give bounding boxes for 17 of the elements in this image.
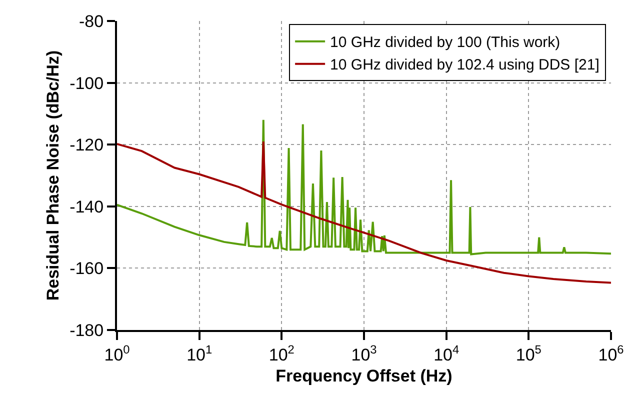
y-tick-label: -140 (70, 197, 104, 216)
x-axis-title: Frequency Offset (Hz) (276, 366, 452, 386)
y-tick-label: -100 (70, 74, 104, 93)
y-tick-label: -160 (70, 259, 104, 278)
x-tick-label: 10$^{0}$ (104, 342, 130, 364)
x-tick-label: 10$^{3}$ (351, 342, 378, 364)
legend-label: 10 GHz divided by 100 (This work) (330, 34, 560, 52)
y-axis-title: Residual Phase Noise (dBc/Hz) (44, 50, 63, 301)
x-tick-label: 10$^{6}$ (598, 342, 624, 364)
y-tick-label: -120 (70, 136, 104, 155)
x-tick-label: 10$^{1}$ (186, 342, 212, 364)
y-tick-label: -80 (79, 12, 104, 31)
x-tick-label: 10$^{2}$ (268, 342, 295, 364)
x-tick-label: 10$^{4}$ (434, 342, 460, 364)
y-tick-label: -180 (70, 320, 104, 340)
x-tick-label: 10$^{5}$ (516, 342, 542, 364)
legend-label: 10 GHz divided by 102.4 using DDS [21] (330, 56, 600, 74)
